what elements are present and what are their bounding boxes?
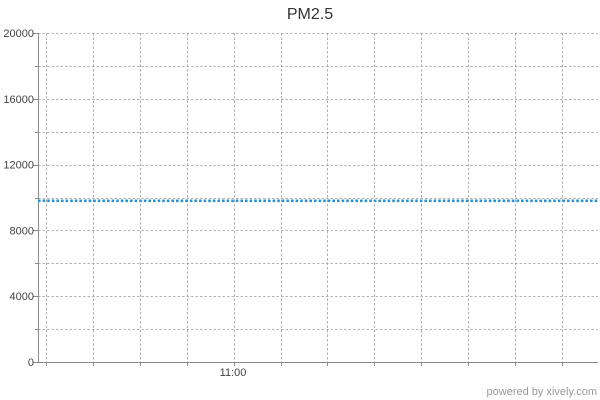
y-tick-label: 0 bbox=[28, 357, 34, 369]
axis-layer: 0 4000 8000 12000 16000 20000 11:00 bbox=[3, 28, 598, 379]
y-tick-label: 16000 bbox=[3, 94, 34, 106]
y-tick-label: 12000 bbox=[3, 160, 34, 172]
grid-layer bbox=[38, 33, 598, 362]
x-tick-label: 11:00 bbox=[220, 367, 247, 379]
powered-by-footer: powered by xively.com bbox=[487, 386, 597, 398]
chart-title: PM2.5 bbox=[287, 6, 333, 23]
y-tick-label: 4000 bbox=[10, 291, 34, 303]
y-tick-label: 8000 bbox=[10, 225, 34, 237]
y-tick-label: 20000 bbox=[3, 28, 34, 40]
